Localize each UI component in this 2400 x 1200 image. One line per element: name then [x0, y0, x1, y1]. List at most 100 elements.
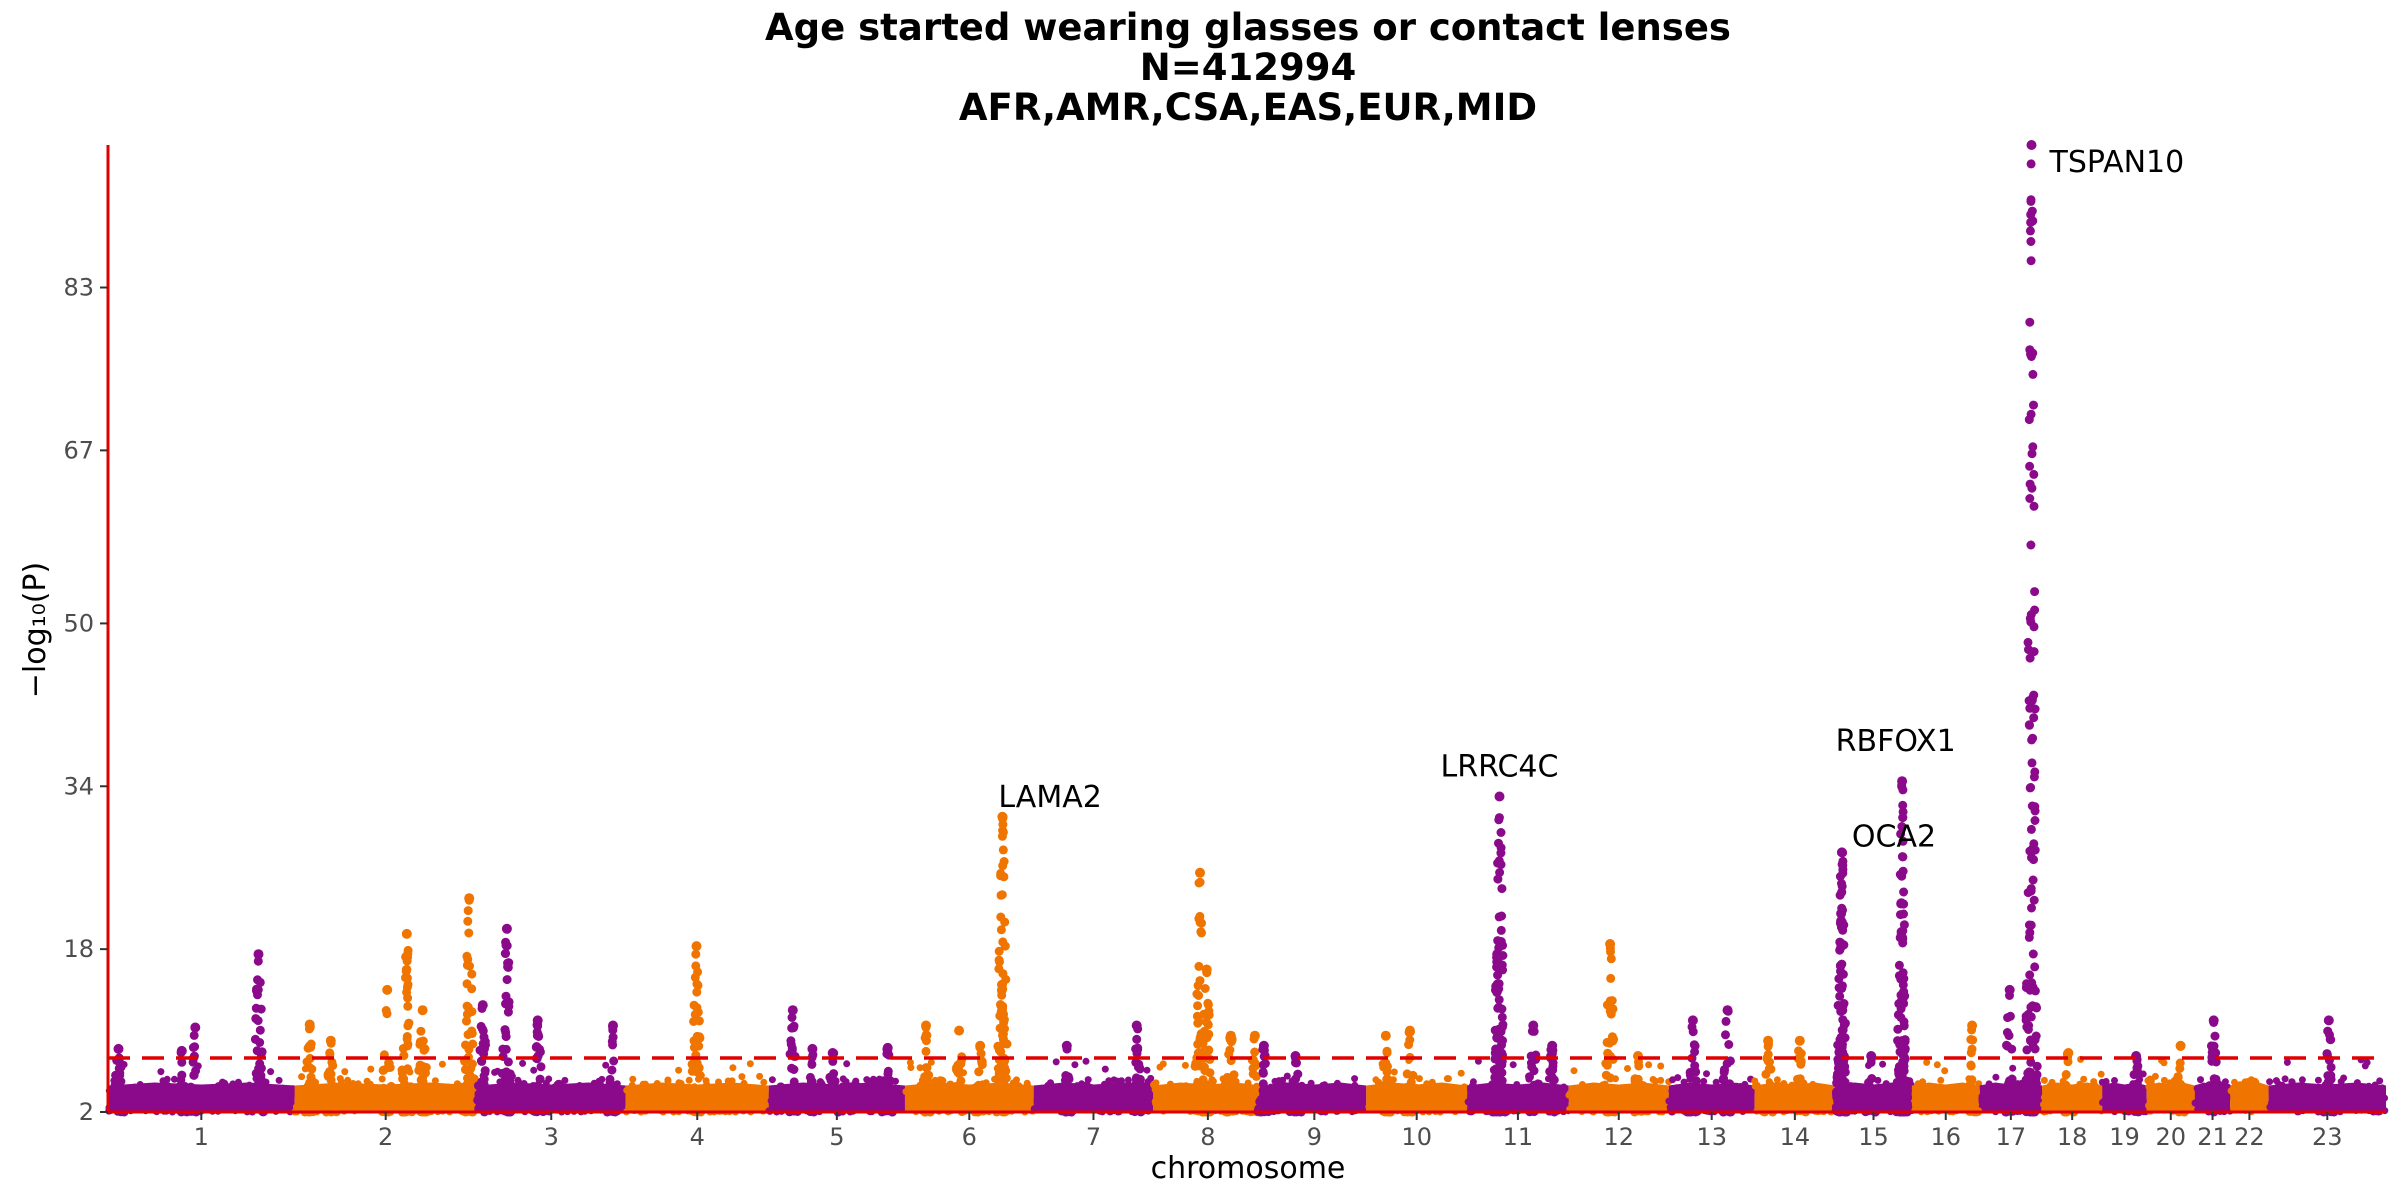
snp-point [626, 1097, 633, 1105]
snp-point [164, 1082, 172, 1090]
snp-point [2272, 1077, 2280, 1085]
snp-point [463, 1030, 473, 1040]
snp-point [1835, 1035, 1845, 1044]
snp-point [1793, 1074, 1802, 1084]
snp-point [478, 1081, 488, 1091]
snp-point [467, 969, 477, 979]
snp-point [1967, 1097, 1977, 1107]
snp-point [275, 1076, 283, 1084]
snp-point [2004, 1031, 2014, 1041]
snp-point [1276, 1078, 1284, 1086]
snp-point [1177, 1094, 1185, 1102]
peak-top-point [608, 1020, 618, 1031]
snp-point [1457, 1069, 1465, 1077]
snp-point [728, 1077, 736, 1085]
snp-point [1498, 965, 1508, 975]
snp-point [1835, 984, 1845, 994]
snp-point [324, 1089, 334, 1099]
snp-point [918, 1082, 928, 1091]
snp-point [2295, 1091, 2303, 1098]
snp-point [170, 1075, 178, 1083]
snp-point [2056, 1095, 2064, 1103]
snp-point [2026, 159, 2036, 169]
snp-point [687, 1066, 697, 1076]
snp-point [2027, 853, 2036, 863]
snp-point [2211, 1074, 2221, 1084]
snp-point [756, 1095, 764, 1103]
snp-point [2026, 1002, 2036, 1012]
x-tick-label: 23 [2312, 1123, 2343, 1151]
snp-point [1657, 1076, 1665, 1084]
snp-point [694, 1063, 704, 1073]
snp-point [805, 1072, 815, 1082]
snp-point [252, 1081, 262, 1091]
snp-point [477, 1024, 487, 1034]
snp-point [1291, 1074, 1301, 1084]
snp-point [1378, 1087, 1388, 1097]
snp-point [1494, 838, 1503, 848]
snp-point [2030, 962, 2040, 972]
snp-point [979, 1093, 989, 1103]
snp-point [839, 1075, 847, 1083]
snp-point [1034, 1088, 1041, 1096]
snp-point [2288, 1104, 2295, 1111]
snp-point [1899, 887, 1909, 897]
snp-point [1113, 1099, 1121, 1107]
snp-point [462, 1080, 472, 1090]
snp-point [819, 1082, 827, 1090]
snp-point [1721, 1030, 1730, 1040]
snp-point [958, 1102, 968, 1112]
snp-point [1898, 836, 1908, 846]
snp-point [921, 1046, 931, 1056]
snp-point [1078, 1080, 1086, 1088]
snp-point [362, 1103, 370, 1111]
snp-point [1367, 1096, 1375, 1104]
snp-point [1423, 1080, 1431, 1088]
snp-point [1120, 1093, 1128, 1101]
snp-point [2205, 1081, 2215, 1091]
snp-point [997, 1065, 1007, 1075]
snp-point [2272, 1103, 2280, 1111]
snp-point [298, 1073, 306, 1081]
snp-point [144, 1090, 152, 1098]
snp-point [2204, 1100, 2213, 1110]
snp-point [1582, 1101, 1590, 1109]
snp-point [2027, 801, 2037, 811]
snp-point [584, 1101, 592, 1109]
snp-point [1700, 1077, 1708, 1085]
snp-point [1259, 1060, 1268, 1070]
snp-point [623, 1086, 631, 1094]
peak-top-point [2063, 1048, 2074, 1058]
snp-point [302, 1091, 310, 1099]
snp-point [912, 1091, 920, 1099]
snp-point [2295, 1085, 2303, 1093]
snp-point [1496, 925, 1506, 935]
snp-point [760, 1078, 768, 1086]
chart-title-block: Age started wearing glasses or contact l… [0, 8, 2400, 128]
snp-point [115, 1070, 125, 1080]
snp-point [419, 1062, 429, 1072]
snp-point [2163, 1087, 2171, 1095]
snp-point [1194, 961, 1204, 971]
snp-point [2113, 1095, 2121, 1103]
snp-point [997, 990, 1007, 1000]
peak-top-point [1195, 867, 1205, 878]
snp-point [163, 1098, 171, 1106]
snp-point [325, 1048, 335, 1058]
peak-top-point [1897, 776, 1908, 787]
peak-top-point [1836, 847, 1847, 858]
snp-point [1489, 1093, 1499, 1103]
snp-point [807, 1081, 817, 1091]
snp-point [306, 1042, 316, 1052]
snp-point [2101, 1097, 2109, 1105]
snp-point [257, 1047, 267, 1057]
snp-point [214, 1082, 222, 1090]
snp-point [1923, 1058, 1931, 1066]
snp-point [1464, 1098, 1472, 1106]
snp-point [1111, 1089, 1119, 1097]
snp-point [951, 1081, 961, 1091]
snp-point [327, 1057, 337, 1067]
snp-point [1966, 1061, 1976, 1071]
snp-point [1967, 1044, 1977, 1054]
snp-point [1835, 945, 1845, 955]
